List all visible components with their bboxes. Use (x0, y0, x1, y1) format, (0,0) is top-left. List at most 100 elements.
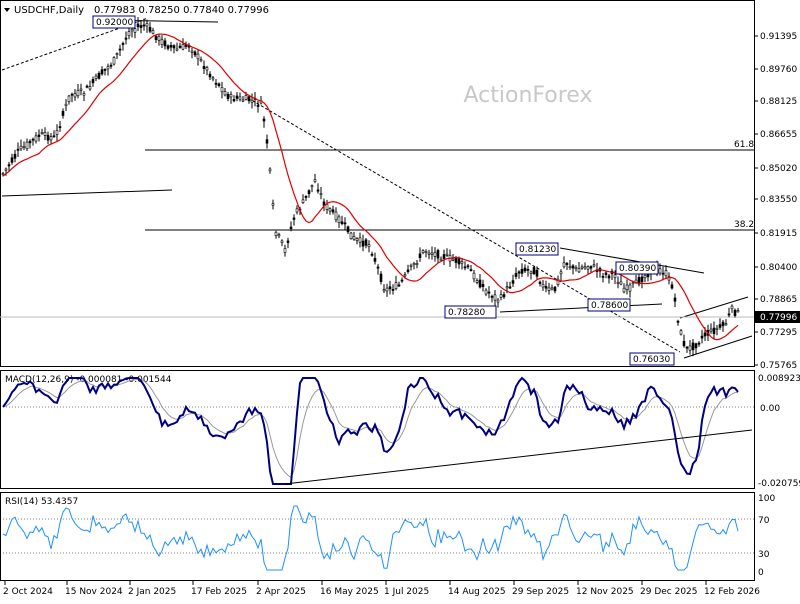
candle-body (460, 261, 464, 264)
channel-lower-line (683, 335, 753, 359)
candle-body (553, 286, 557, 292)
candle-body (370, 253, 374, 256)
candle-body (382, 289, 386, 292)
candle-body (10, 157, 14, 163)
watermark: ActionForex (464, 83, 593, 108)
annotation-high-3-text: 0.80390 (619, 264, 656, 274)
candle-body (361, 240, 365, 247)
candle-body (676, 320, 680, 323)
candle-body (550, 287, 554, 290)
annotation-high-2-text: 0.81230 (519, 245, 556, 255)
candle-body (250, 99, 254, 103)
candle-body (7, 164, 11, 167)
candle-body (718, 324, 722, 328)
candle-body (664, 270, 668, 277)
candle-body (565, 263, 569, 265)
candle-body (418, 253, 422, 259)
candle-body (406, 269, 410, 273)
candle-body (100, 69, 104, 75)
candle-body (211, 77, 215, 80)
candle-body (139, 25, 143, 28)
candle-body (379, 273, 383, 282)
date-tick-label: 15 Nov 2024 (65, 587, 123, 597)
candle-body (124, 37, 128, 40)
candle-body (229, 94, 233, 98)
candlestick-series (1, 17, 740, 357)
support-line-left (1, 189, 173, 197)
chart-symbol: USDCHF,Daily (14, 5, 84, 16)
candle-body (619, 281, 623, 285)
candle-body (490, 295, 494, 298)
current-price-badge (755, 311, 800, 323)
candle-body (592, 264, 596, 267)
annotation-high-2: 0.81230 (515, 242, 559, 256)
candle-body (475, 280, 479, 283)
date-tick-label: 12 Feb 2026 (704, 587, 760, 597)
candle-body (451, 258, 455, 261)
candle-body (535, 269, 539, 277)
candle-body (328, 208, 332, 212)
candle-body (292, 217, 296, 220)
candle-body (355, 238, 359, 241)
candle-body (352, 236, 356, 240)
candle-body (178, 45, 182, 48)
candle-body (538, 281, 542, 284)
candle-body (376, 266, 380, 269)
candle-body (244, 95, 248, 100)
candle-body (16, 148, 20, 151)
candle-body (67, 95, 71, 102)
rsi-label: RSI(14) 53.4357 (5, 497, 78, 507)
candle-body (181, 44, 185, 50)
candle-body (463, 266, 467, 269)
moving-average-line (2, 33, 739, 341)
candle-body (283, 248, 287, 253)
candle-body (541, 284, 545, 288)
candle-body (22, 146, 26, 148)
candle-body (40, 132, 44, 134)
candle-body (397, 284, 401, 287)
candle-body (232, 99, 236, 102)
annotation-high-1-text: 0.92000 (96, 18, 133, 28)
candle-body (424, 251, 428, 253)
candle-body (409, 264, 413, 267)
candle-body (427, 252, 431, 255)
candle-body (433, 252, 437, 257)
date-tick-label: 14 Aug 2025 (448, 587, 506, 597)
candle-body (454, 257, 458, 263)
candle-body (721, 321, 725, 327)
candle-body (277, 234, 281, 237)
candle-body (160, 39, 164, 45)
price-tick-label: 0.78865 (760, 295, 797, 305)
candle-body (670, 284, 674, 289)
candle-body (226, 94, 230, 100)
rsi-tick-70: 70 (758, 516, 770, 526)
price-tick-label: 0.83550 (760, 195, 797, 205)
candle-body (151, 30, 155, 34)
candle-body (94, 75, 98, 79)
price-tick-label: 0.91395 (760, 32, 797, 42)
candle-body (358, 237, 362, 243)
candle-body (220, 87, 224, 93)
date-tick-label: 2 Jan 2025 (128, 587, 176, 597)
candle-body (97, 72, 101, 79)
candle-body (493, 294, 497, 301)
candle-body (265, 139, 269, 144)
candle-body (661, 272, 665, 275)
dropdown-triangle-icon[interactable] (4, 8, 10, 12)
candle-body (256, 105, 260, 107)
candle-body (715, 327, 719, 330)
candle-body (349, 232, 353, 239)
chart-ohlc: 0.77983 0.78250 0.77840 0.77996 (94, 5, 269, 16)
candle-body (367, 244, 371, 248)
candle-body (526, 268, 530, 271)
candle-body (601, 275, 605, 278)
price-panel-frame (0, 0, 755, 367)
candle-body (325, 204, 329, 210)
candle-body (403, 274, 407, 277)
price-tick-label: 0.85020 (760, 164, 797, 174)
candle-body (607, 275, 611, 279)
candle-body (421, 250, 425, 253)
candle-body (313, 179, 317, 182)
